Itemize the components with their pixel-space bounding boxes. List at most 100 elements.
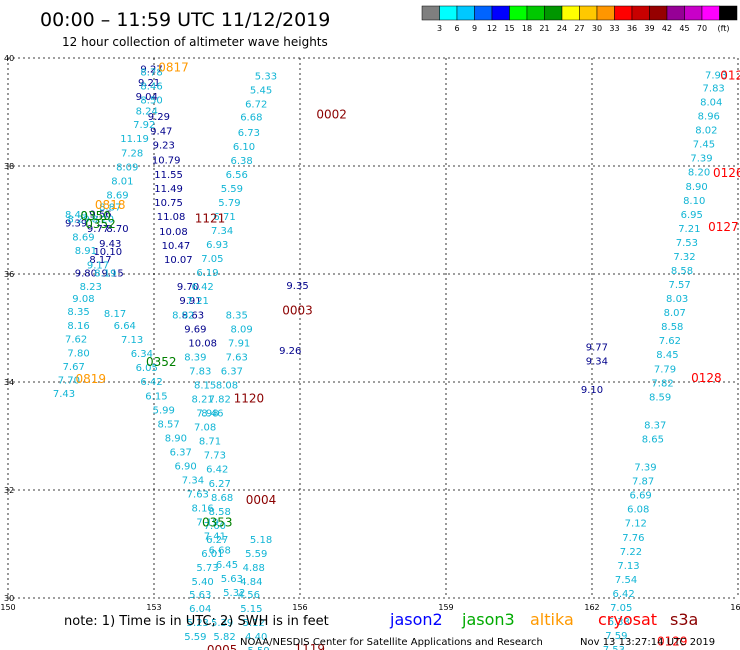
swh-value-label: 10.08 [188, 338, 217, 349]
swh-value-label: 7.59 [605, 631, 627, 642]
swh-value-label: 7.91 [228, 338, 250, 349]
colorbar-swatch [579, 5, 598, 21]
swh-value-label: 4.88 [243, 563, 265, 574]
swh-value-label: 8.50 [140, 95, 162, 106]
swh-value-label: 7.13 [121, 335, 143, 346]
swh-value-label: 4.56 [238, 590, 260, 601]
swh-value-label: 9.91 [179, 296, 201, 307]
lat-tick-label: 34 [4, 378, 14, 387]
swh-value-label: 8.02 [695, 126, 717, 137]
swh-value-label: 6.68 [240, 113, 262, 124]
swh-value-label: 7.98 [196, 409, 218, 420]
colorbar-label: 36 [627, 24, 637, 33]
swh-value-label: 5.15 [240, 604, 262, 615]
colorbar-swatch [544, 5, 563, 21]
swh-value-label: 6.37 [221, 366, 243, 377]
swh-value-label: 9.77 [586, 343, 608, 354]
colorbar-swatch [509, 5, 528, 21]
swh-value-label: 8.68 [211, 493, 233, 504]
swh-value-label: 8.63 [182, 310, 204, 321]
swh-value-label: 7.05 [610, 603, 632, 614]
swh-value-label: 7.34 [211, 226, 233, 237]
swh-value-label: 5.40 [192, 577, 214, 588]
swh-value-label: 5.82 [213, 632, 235, 643]
pass-number-label: 0352 [85, 217, 116, 231]
pass-number-label: 0350 [80, 209, 111, 223]
swh-value-label: 7.13 [617, 561, 639, 572]
swh-value-label: 6.93 [206, 240, 228, 251]
swh-value-label: 11.08 [157, 212, 186, 223]
swh-value-label: 7.53 [603, 645, 625, 650]
swh-value-label: 6.42 [613, 589, 635, 600]
pass-number-label: 0129 [657, 635, 688, 649]
colorbar-label: 45 [679, 24, 689, 33]
swh-value-label: 8.39 [184, 352, 206, 363]
swh-value-label: 6.08 [627, 505, 649, 516]
colorbar-swatch [456, 5, 475, 21]
swh-value-label: 8.70 [106, 224, 128, 235]
swh-value-label: 6.05 [136, 363, 158, 374]
swh-value-label: 9.04 [136, 92, 158, 103]
colorbar-swatch [439, 5, 458, 21]
swh-value-label: 5.59 [221, 184, 243, 195]
lat-tick-label: 32 [4, 486, 14, 495]
swh-value-label: 7.76 [622, 533, 644, 544]
swh-value-label: 5.45 [250, 86, 272, 97]
swh-value-label: 6.27 [206, 535, 228, 546]
swh-value-label: 7.08 [194, 423, 216, 434]
swh-value-label: 8.16 [67, 321, 89, 332]
lon-tick-label: 153 [146, 603, 161, 612]
lon-tick-label: 165 [730, 603, 740, 612]
swh-value-label: 7.39 [634, 463, 656, 474]
legend-cryosat: cryosat [598, 610, 657, 629]
colorbar-swatch [474, 5, 493, 21]
swh-value-label: 9.43 [99, 239, 121, 250]
swh-value-label: 8.57 [157, 419, 179, 430]
swh-value-label: 9.29 [148, 112, 170, 123]
swh-value-label: 7.19 [196, 518, 218, 529]
lon-tick-label: 159 [438, 603, 453, 612]
swh-value-label: 7.21 [678, 224, 700, 235]
swh-value-label: 10.10 [93, 247, 122, 258]
swh-value-label: 8.04 [700, 98, 722, 109]
swh-data-points: 9.27 9.21 9.04 9.29 9.47 9.23 10.79 11.55 11.49 1… [53, 65, 727, 650]
swh-value-label: 7.80 [67, 349, 89, 360]
swh-value-label: 7.22 [620, 547, 642, 558]
swh-value-label: 11.49 [154, 184, 183, 195]
swh-value-label: 9.77 [87, 224, 109, 235]
colorbar-label: 39 [644, 24, 654, 33]
swh-value-label: 6.42 [206, 465, 228, 476]
colorbar-swatch [614, 5, 633, 21]
subtitle: 12 hour collection of altimeter wave hei… [62, 35, 328, 49]
colorbar-label: 30 [592, 24, 602, 33]
swh-value-label: 7.83 [189, 366, 211, 377]
pass-number-label: 0002 [316, 107, 347, 121]
legend-s3a: s3a [670, 610, 698, 629]
pass-number-label: 1119 [294, 642, 325, 650]
swh-value-label: 8.07 [664, 308, 686, 319]
colorbar-label: 6 [454, 24, 459, 33]
swh-value-label: 8.09 [230, 324, 252, 335]
swh-value-label: 7.53 [676, 238, 698, 249]
swh-value-label: 6.56 [226, 170, 248, 181]
swh-value-label: 6.95 [681, 210, 703, 221]
swh-value-label: 8.21 [192, 395, 214, 406]
swh-value-label: 7.60 [204, 521, 226, 532]
swh-value-label: 6.42 [140, 377, 162, 388]
time-range-title: 00:00 – 11:59 UTC 11/12/2019 [40, 9, 330, 31]
swh-value-label: 7.93 [705, 71, 727, 82]
swh-value-label: 8.19 [94, 269, 116, 280]
swh-value-label: 5.73 [196, 563, 218, 574]
swh-value-label: 8.58 [209, 507, 231, 518]
colorbar-swatch [719, 5, 738, 21]
swh-value-label: 8.20 [92, 215, 114, 226]
swh-value-label: 6.68 [209, 546, 231, 557]
generated-time: Nov 13 13:27:14 UTC 2019 [580, 637, 715, 648]
colorbar-swatch [701, 5, 720, 21]
swh-value-label: 9.21 [138, 78, 160, 89]
colorbar-swatch [561, 5, 580, 21]
colorbar-label: 3 [437, 24, 442, 33]
swh-value-label: 8.23 [80, 282, 102, 293]
colorbar-swatch [421, 5, 440, 21]
swh-value-label: 7.57 [668, 280, 690, 291]
